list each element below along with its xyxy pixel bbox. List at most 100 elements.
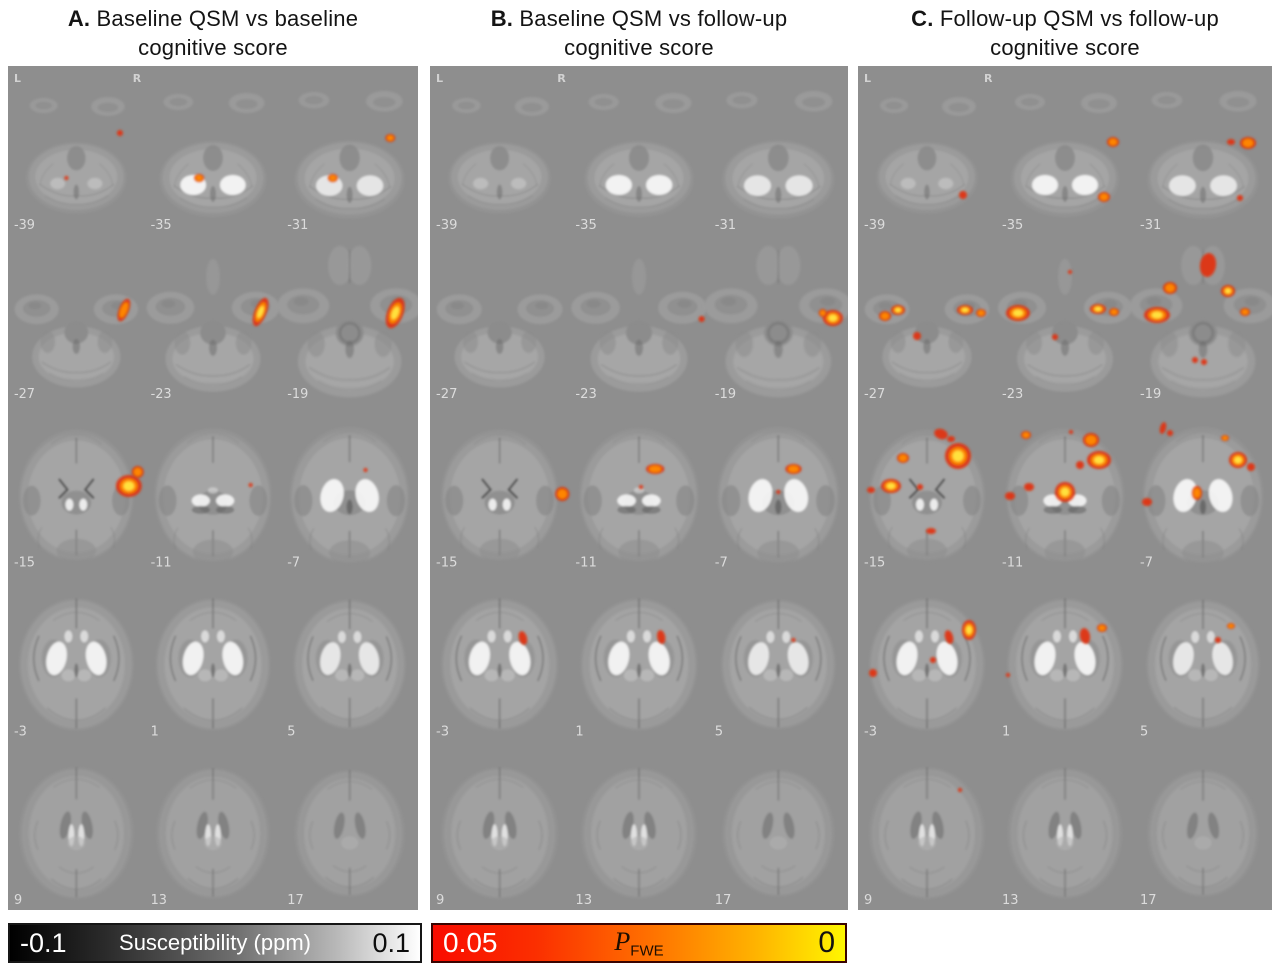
panel-b-letter: B.: [490, 6, 514, 31]
activation-cluster: [879, 311, 891, 321]
brain-slice: [436, 294, 563, 388]
activation-cluster: [117, 298, 131, 322]
slice-z-label: 9: [864, 893, 872, 908]
slice-z-label: -11: [151, 556, 172, 571]
activation-cluster: [1142, 498, 1152, 506]
brain-slice: [294, 90, 405, 219]
activation-cluster: [698, 316, 705, 322]
activation-cluster: [1199, 253, 1217, 277]
activation-cluster: [976, 309, 986, 317]
brain-slice: [1146, 599, 1260, 730]
brain-slice: [1007, 598, 1123, 731]
activation-cluster: [944, 630, 954, 644]
activation-cluster: [930, 657, 936, 663]
slice-z-label: -31: [715, 218, 736, 233]
activation-cluster: [1201, 359, 1207, 365]
slice-z-label: 13: [151, 893, 167, 908]
activation-cluster: [385, 297, 405, 329]
brain-slice: [441, 767, 559, 900]
activation-cluster: [791, 638, 796, 642]
slice-z-label: -39: [864, 218, 885, 233]
slice-z-label: -23: [575, 387, 596, 402]
brain-slice: [159, 93, 267, 217]
panel-b-title-line1: B. Baseline QSM vs follow-up: [430, 4, 848, 33]
activation-cluster: [1006, 673, 1010, 677]
panel-a-title: A. Baseline QSM vs baseline cognitive sc…: [8, 4, 418, 62]
panel-c-montage: -39 -35 -31 -27 -23 -19 -15 -11 -7 -3 1 5 9 13 17 L R: [858, 66, 1272, 910]
brain-slice: [18, 429, 134, 563]
activation-cluster: [945, 443, 971, 469]
activation-cluster: [1215, 637, 1221, 643]
slice-z-label: -23: [1002, 387, 1023, 402]
activation-cluster: [1006, 305, 1030, 321]
activation-cluster: [115, 475, 142, 497]
activation-cluster: [1144, 307, 1170, 323]
brain-slice: [869, 767, 985, 900]
panel-A-montage-svg: -39 -35 -31-27 -23 -19-15 -11 -7-3 1 59 13 17L R: [8, 66, 418, 910]
activation-cluster: [657, 630, 666, 644]
activation-cluster: [1098, 192, 1110, 202]
slice-z-label: 9: [436, 893, 444, 908]
brain-slice: [722, 769, 835, 897]
orientation-label-right: R: [984, 72, 993, 85]
activation-cluster: [1024, 483, 1034, 491]
activation-cluster: [1240, 308, 1250, 316]
activation-cluster: [385, 134, 396, 142]
panel-c-title-line1: C. Follow-up QSM vs follow-up: [858, 4, 1272, 33]
slice-z-label: -19: [715, 387, 736, 402]
activation-cluster: [867, 487, 875, 493]
brain-slice: [1147, 769, 1259, 897]
activation-cluster: [1229, 452, 1247, 468]
slice-z-label: -3: [864, 724, 877, 739]
orientation-label-left: L: [436, 72, 443, 85]
slice-z-label: -35: [575, 218, 596, 233]
activation-cluster: [785, 464, 802, 474]
brain-slice: [571, 258, 707, 392]
susceptibility-max-label: 0.1: [372, 927, 410, 958]
activation-cluster: [646, 464, 665, 474]
brain-slice: [448, 97, 551, 214]
panel-a-letter: A.: [67, 6, 91, 31]
brain-slice: [720, 599, 836, 730]
brain-slice: [876, 97, 978, 214]
slice-z-label: -15: [14, 556, 35, 571]
activation-cluster: [917, 484, 923, 490]
panel-b-montage: -39 -35 -31 -27 -23 -19 -15 -11 -7 -3 1 5 9 13 17 L R: [430, 66, 848, 910]
panel-B-montage-svg: -39 -35 -31-27 -23 -19-15 -11 -7-3 1 59 13 17L R: [430, 66, 848, 910]
activation-cluster: [1221, 285, 1235, 297]
slice-z-label: -39: [14, 218, 35, 233]
slice-z-label: -19: [287, 387, 308, 402]
slice-z-label: 5: [715, 724, 723, 739]
slice-z-label: 1: [151, 724, 159, 739]
slice-z-label: -15: [436, 556, 457, 571]
slice-z-label: 1: [1002, 724, 1010, 739]
activation-cluster: [1247, 463, 1255, 471]
slice-z-label: -27: [14, 387, 35, 402]
slice-z-label: -27: [864, 387, 885, 402]
slice-z-label: -31: [287, 218, 308, 233]
brain-slice: [1007, 767, 1123, 899]
slice-z-label: 5: [1140, 724, 1148, 739]
orientation-label-right: R: [557, 72, 566, 85]
activation-cluster: [958, 788, 962, 792]
brain-slice: [584, 93, 694, 217]
activation-cluster: [1068, 270, 1072, 274]
pfwe-title-p: P: [614, 926, 631, 956]
pfwe-title-sub: FWE: [630, 942, 664, 960]
activation-cluster: [1052, 334, 1058, 340]
activation-cluster: [1076, 461, 1084, 469]
slice-z-label: 17: [1140, 893, 1157, 908]
activation-cluster: [327, 174, 338, 182]
activation-cluster: [639, 485, 644, 489]
activation-cluster: [363, 468, 368, 472]
activation-cluster: [1005, 492, 1015, 500]
activation-cluster: [555, 487, 570, 501]
brain-slice: [293, 599, 406, 730]
slice-z-label: 13: [575, 893, 592, 908]
slice-z-label: 17: [287, 893, 303, 908]
slice-z-label: -7: [715, 556, 728, 571]
panel-c-title-line2: cognitive score: [990, 35, 1140, 60]
activation-cluster: [776, 490, 781, 494]
brain-slice: [581, 767, 697, 899]
